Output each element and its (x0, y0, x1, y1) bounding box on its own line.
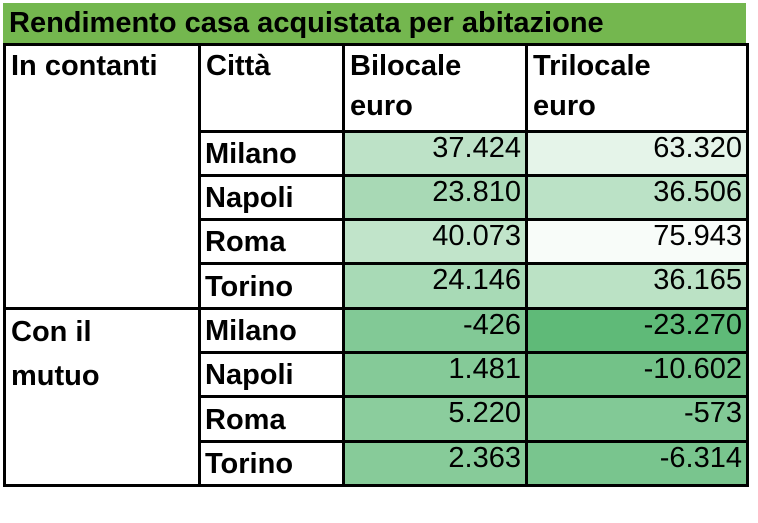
bilocale-cell: 37.424 (342, 129, 528, 177)
group-label-mutuo: Con il mutuo (3, 306, 201, 488)
table-row: Con il mutuo Milano -426 -23.270 (3, 306, 749, 488)
group-label-contanti (3, 131, 201, 310)
city-cell: Roma (198, 395, 345, 443)
header-city: Città (198, 43, 345, 133)
header-bilocale: Bilocale euro (342, 43, 528, 133)
trilocale-cell: -573 (525, 395, 749, 443)
trilocale-cell: -10.602 (525, 351, 749, 399)
bilocale-cell: 2.363 (342, 439, 528, 488)
trilocale-cell: 75.943 (525, 218, 749, 266)
city-cell: Napoli (198, 173, 345, 222)
trilocale-cell: 63.320 (525, 129, 749, 177)
header-row: In contanti Città Bilocale euro Trilocal… (3, 43, 749, 133)
table-row: Torino 24.146 36.165 (5, 262, 749, 310)
yield-table: In contanti Città Bilocale euro Trilocal… (3, 43, 749, 488)
table-row: Roma 40.073 75.943 (5, 218, 749, 266)
trilocale-cell: 36.506 (525, 173, 749, 222)
table-row: Roma 5.220 -573 (5, 395, 749, 443)
table-row: Napoli 1.481 -10.602 (5, 351, 749, 399)
bilocale-cell: 5.220 (342, 395, 528, 443)
city-cell: Torino (198, 439, 345, 488)
bilocale-cell: -426 (342, 306, 528, 355)
header-group: In contanti (3, 43, 201, 132)
trilocale-cell: 36.165 (525, 262, 749, 310)
table-row: Napoli 23.810 36.506 (5, 173, 749, 222)
trilocale-cell: -6.314 (525, 439, 749, 488)
table-row: Torino 2.363 -6.314 (5, 439, 749, 488)
table-title: Rendimento casa acquistata per abitazion… (3, 3, 746, 43)
city-cell: Milano (198, 306, 345, 355)
city-cell: Torino (198, 262, 345, 310)
trilocale-cell: -23.270 (525, 306, 749, 355)
bilocale-cell: 24.146 (342, 262, 528, 310)
city-cell: Napoli (198, 351, 345, 399)
bilocale-cell: 23.810 (342, 173, 528, 222)
bilocale-cell: 1.481 (342, 351, 528, 399)
table-row: Milano 37.424 63.320 (3, 129, 749, 310)
bilocale-cell: 40.073 (342, 218, 528, 266)
header-trilocale: Trilocale euro (525, 43, 749, 133)
city-cell: Roma (198, 218, 345, 266)
city-cell: Milano (198, 129, 345, 177)
